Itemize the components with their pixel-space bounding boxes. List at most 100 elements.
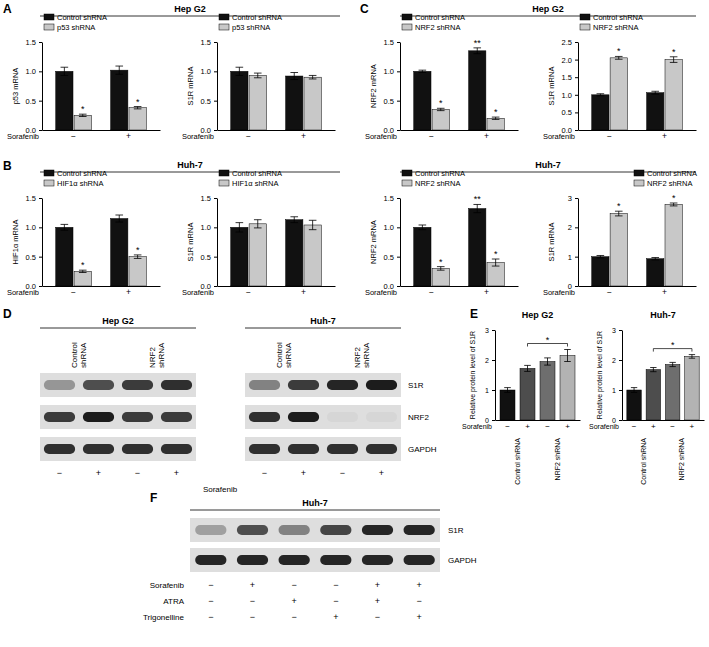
y-axis: 0.00.51.01.5 (384, 38, 401, 135)
panel-header: Hep G2 (174, 4, 206, 14)
treatment-label: ATRA (163, 597, 184, 606)
y-tick-label: 0.5 (384, 97, 394, 106)
y-axis-title: NRF2 mRNA (369, 220, 378, 264)
y-tick-label: 1.0 (384, 223, 394, 232)
y-tick-label: 0.5 (26, 97, 36, 106)
x-tick-label: − (632, 422, 637, 431)
blot-band (327, 380, 358, 390)
blot-band (288, 380, 319, 390)
blot-band (195, 525, 226, 535)
y-tick: 1.5 (562, 73, 578, 82)
blot-strip (40, 405, 196, 429)
plot-marks (592, 203, 683, 286)
blot-band (327, 412, 358, 422)
panel-label: F (150, 491, 157, 505)
bar (610, 58, 627, 130)
treatment-mark: − (208, 612, 213, 622)
blot-band (249, 444, 280, 454)
lane-group-label: NRF2shRNA (148, 342, 166, 368)
error-bar (670, 57, 678, 63)
legend-label: NRF2 shRNA (647, 179, 692, 188)
y-tick-label: 1.0 (384, 67, 394, 76)
treatment-mark: + (96, 468, 101, 478)
x-tick: + (126, 286, 131, 297)
x-axis-title: Sorafenib (182, 132, 214, 141)
x-tick-label: − (670, 422, 675, 431)
x-tick-label: + (301, 287, 306, 297)
bar (56, 227, 73, 286)
x-tick: − (246, 130, 251, 141)
treatment-label: Trigonelline (143, 613, 185, 622)
x-tick-label: − (71, 287, 76, 297)
x-tick: − (71, 286, 76, 297)
y-tick-mark (619, 330, 622, 331)
bar (129, 257, 146, 286)
y-tick: 1.5 (26, 38, 42, 47)
y-tick-label: 1.5 (26, 38, 36, 47)
x-axis: −+ (218, 130, 336, 141)
bar (286, 76, 303, 130)
x-axis: −+ (401, 286, 519, 297)
y-axis: 0.00.51.01.5 (26, 38, 43, 135)
significance-label: * (439, 257, 443, 267)
x-axis-line (43, 130, 161, 131)
treatment-mark: − (250, 612, 255, 622)
x-tick-label: + (126, 131, 131, 141)
y-tick-mark (39, 286, 42, 287)
y-tick-mark (397, 130, 400, 131)
treatment-mark: − (292, 580, 297, 590)
error-bar (254, 73, 262, 78)
significance-label: ** (474, 38, 482, 48)
bar (74, 271, 91, 286)
x-tick-label: − (71, 131, 76, 141)
x-axis: −+ (43, 130, 161, 141)
x-tick-label: + (651, 422, 656, 431)
significance-label: * (617, 46, 621, 56)
error-bar (504, 388, 511, 393)
y-tick-label: 1.5 (201, 194, 211, 203)
chart: ****0.00.51.01.5−+SorafenibNRF2 mRNACont… (365, 169, 519, 297)
significance-label: * (617, 201, 621, 211)
y-tick-label: 2 (568, 223, 572, 232)
y-axis-title: S1R mRNA (547, 223, 556, 262)
error-bar (309, 220, 317, 229)
y-tick-mark (397, 286, 400, 287)
lane-group-label-line: NRF2 (353, 347, 362, 368)
bar (432, 109, 449, 130)
blot-row-label: GAPDH (448, 556, 477, 565)
legend-swatch (402, 180, 412, 186)
bar (249, 75, 266, 130)
y-axis-title: S1R mRNA (186, 67, 195, 106)
y-tick-mark (214, 227, 217, 228)
error-bar (290, 217, 298, 223)
y-tick-mark (214, 198, 217, 199)
blot-strip (245, 373, 401, 397)
chart: **0.00.51.01.52.02.5−+SorafenibS1R mRNAC… (543, 13, 697, 141)
header-rule (245, 328, 401, 329)
blot-band (279, 525, 310, 535)
y-tick-mark (214, 257, 217, 258)
error-bar (597, 255, 605, 257)
bar (610, 214, 627, 286)
y-tick-label: 3 (485, 327, 489, 334)
x-tick: + (525, 420, 530, 431)
error-bar (651, 91, 659, 94)
legend-swatch (44, 14, 54, 20)
panel-label: C (360, 2, 369, 16)
y-tick-label: 1 (568, 253, 572, 262)
treatment-mark: + (379, 468, 384, 478)
legend-swatch (44, 24, 54, 30)
y-axis-line (578, 43, 579, 131)
y-tick-label: 2.5 (562, 38, 572, 47)
bar (520, 368, 535, 420)
x-tick-label: − (545, 422, 550, 431)
bar (647, 259, 664, 286)
error-bar (597, 94, 605, 96)
y-tick-mark (575, 257, 578, 258)
y-axis-line (622, 331, 623, 421)
x-tick-label: + (525, 422, 530, 431)
y-tick-label: 0.5 (201, 97, 211, 106)
treatment-mark: − (375, 612, 380, 622)
y-tick-label: 3 (612, 327, 616, 334)
blot-strip (190, 548, 440, 572)
